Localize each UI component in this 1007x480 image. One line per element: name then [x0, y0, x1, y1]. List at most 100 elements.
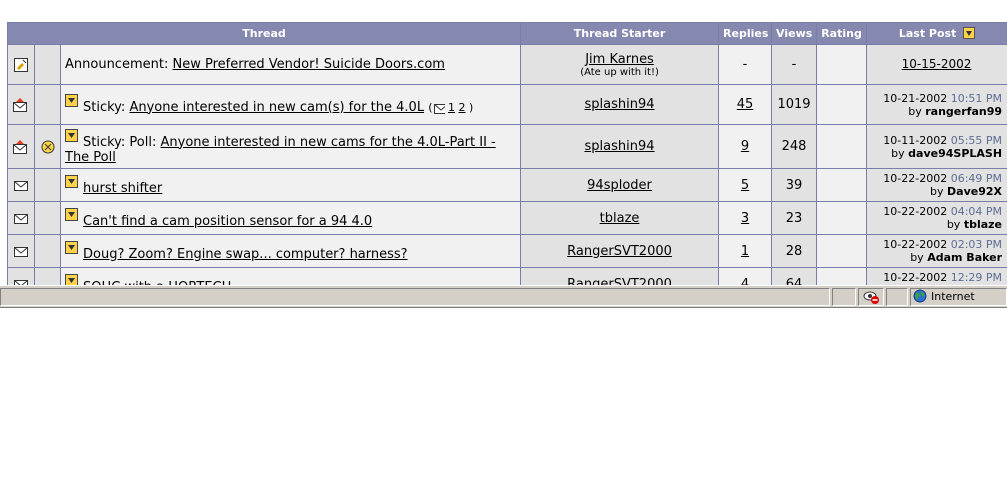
ann-icon: [14, 57, 28, 72]
thread-cell: Announcement: New Preferred Vendor! Suic…: [59, 44, 522, 85]
last-poster[interactable]: rangerfan99: [925, 104, 1003, 118]
last-post-date: 10-22-2002: [883, 172, 948, 185]
header-replies: Replies: [718, 22, 773, 45]
views-cell: 1019: [771, 84, 818, 125]
pages-open: (: [428, 100, 433, 114]
status-icon-cell: [7, 44, 35, 85]
last-post-time: 04:04 PM: [950, 205, 1003, 218]
starter-cell: splashin94: [520, 124, 720, 169]
last-post-by-line: by Adam Baker: [871, 251, 1002, 264]
last-post-date: 10-11-2002: [883, 133, 948, 147]
status-icon-cell: [7, 201, 35, 235]
views-count: 1019: [777, 97, 811, 112]
rating-cell: [816, 44, 868, 85]
last-poster[interactable]: tblaze: [963, 218, 1003, 231]
pages-close: ): [469, 100, 474, 114]
starter-note: (Ate up with it!): [580, 66, 659, 78]
status-icon-cell: [7, 124, 35, 169]
last-post-by-line: by Dave92X: [871, 284, 1002, 285]
thread-row: Sticky: Poll: Anyone interested in new c…: [7, 124, 1007, 169]
status-icon-cell: [7, 168, 35, 202]
header-thread: Thread: [7, 22, 522, 45]
thread-starter[interactable]: 94sploder: [587, 177, 652, 193]
status-icon-cell: [7, 84, 35, 125]
last-post-label[interactable]: Last Post: [898, 27, 957, 40]
thread-row: SOHC with a HORTECH RangerSVT2000 4 64 10-22…: [7, 267, 1007, 286]
last-poster[interactable]: Dave92X: [947, 185, 1003, 198]
replies-count[interactable]: 5: [740, 177, 750, 193]
rating-cell: [816, 267, 868, 285]
last-post-time: 12:29 PM: [950, 271, 1003, 284]
rating-cell: [816, 84, 868, 125]
post-icon: [65, 174, 78, 188]
thread-starter[interactable]: tblaze: [599, 210, 640, 226]
views-count: -: [791, 57, 797, 72]
thread-table: Thread Thread Starter Replies Views Rati…: [7, 22, 1007, 285]
by-label: by: [891, 146, 905, 160]
starter-cell: tblaze: [520, 201, 720, 235]
last-post-time: 02:03 PM: [950, 238, 1003, 251]
thread-title[interactable]: Anyone interested in new cam(s) for the …: [129, 99, 425, 115]
thread-starter[interactable]: splashin94: [584, 97, 655, 112]
table-body: Announcement: New Preferred Vendor! Suic…: [7, 44, 1007, 286]
by-label: by: [910, 251, 924, 264]
replies-cell: 9: [718, 124, 773, 169]
thread-prefix: Sticky: Poll:: [83, 134, 157, 150]
views-count: 39: [785, 177, 803, 193]
replies-count[interactable]: 45: [736, 97, 754, 112]
thread-title[interactable]: Anyone interested in new cams for the 4.…: [65, 134, 496, 165]
last-post-date: 10-22-2002: [883, 205, 948, 218]
replies-count[interactable]: 4: [740, 276, 750, 286]
header-last-post[interactable]: Last Post: [866, 22, 1007, 45]
thread-starter[interactable]: RangerSVT2000: [567, 243, 672, 259]
last-post-line: 10-22-2002 02:03 PM: [871, 238, 1002, 251]
replies-cell: 4: [718, 267, 773, 286]
starter-cell: splashin94: [520, 84, 720, 125]
last-post-cell: 10-22-2002 02:03 PM by Adam Baker: [866, 234, 1007, 268]
thread-row: Sticky: Anyone interested in new cam(s) …: [7, 84, 1007, 125]
last-poster[interactable]: dave94SPLASH: [908, 146, 1003, 160]
replies-count[interactable]: 9: [740, 139, 750, 154]
last-post-date: 10-22-2002: [883, 238, 948, 251]
thread-row: hurst shifter 94sploder 5 39 10-22-2002 06:4…: [7, 168, 1007, 202]
thread-starter[interactable]: RangerSVT2000: [567, 276, 672, 286]
thread-title[interactable]: hurst shifter: [83, 180, 163, 196]
views-count: 23: [785, 210, 803, 226]
thread-title[interactable]: SOHC with a HORTECH: [83, 280, 231, 286]
sort-icon[interactable]: [963, 27, 976, 39]
last-post-time: 10:51 PM: [950, 91, 1003, 105]
replies-cell: 5: [718, 168, 773, 202]
thread-title[interactable]: Doug? Zoom? Engine swap... computer? har…: [83, 246, 408, 262]
thread-starter[interactable]: Jim Karnes: [585, 51, 654, 67]
thread-title[interactable]: New Preferred Vendor! Suicide Doors.com: [172, 57, 445, 72]
views-cell: -: [771, 44, 818, 85]
last-post-cell: 10-11-2002 05:55 PM by dave94SPLASH: [866, 124, 1007, 169]
rating-cell: [816, 124, 868, 169]
thread-cell: Sticky: Anyone interested in new cam(s) …: [59, 84, 522, 125]
post-icon-cell: [34, 124, 61, 169]
page-link[interactable]: 1: [448, 100, 455, 114]
replies-count[interactable]: 3: [740, 210, 750, 226]
by-label: by: [908, 104, 922, 118]
last-post-date[interactable]: 10-15-2002: [901, 57, 972, 71]
privacy-pane: [858, 288, 884, 306]
last-post-time: 06:49 PM: [950, 172, 1003, 185]
thread-starter[interactable]: splashin94: [584, 139, 655, 154]
replies-cell: 1: [718, 234, 773, 268]
header-row: Thread Thread Starter Replies Views Rati…: [7, 22, 1007, 45]
replies-count: -: [742, 57, 748, 72]
last-poster[interactable]: Adam Baker: [927, 251, 1003, 264]
last-poster[interactable]: Dave92X: [947, 284, 1002, 285]
page-link[interactable]: 2: [458, 100, 466, 114]
last-post-line: 10-22-2002 12:29 PM: [871, 271, 1002, 284]
thread-cell: hurst shifter: [59, 168, 522, 202]
last-post-date: 10-22-2002: [883, 271, 948, 284]
replies-count[interactable]: 1: [740, 243, 750, 259]
thread-title[interactable]: Can't find a cam position sensor for a 9…: [83, 213, 373, 229]
last-post-line: 10-22-2002 06:49 PM: [871, 172, 1002, 185]
views-count: 28: [785, 243, 803, 259]
last-post-by-line: by dave94SPLASH: [871, 147, 1002, 160]
status-icon-cell: [7, 267, 35, 285]
starter-cell: RangerSVT2000: [520, 234, 720, 268]
post-icon-cell: [34, 44, 61, 85]
